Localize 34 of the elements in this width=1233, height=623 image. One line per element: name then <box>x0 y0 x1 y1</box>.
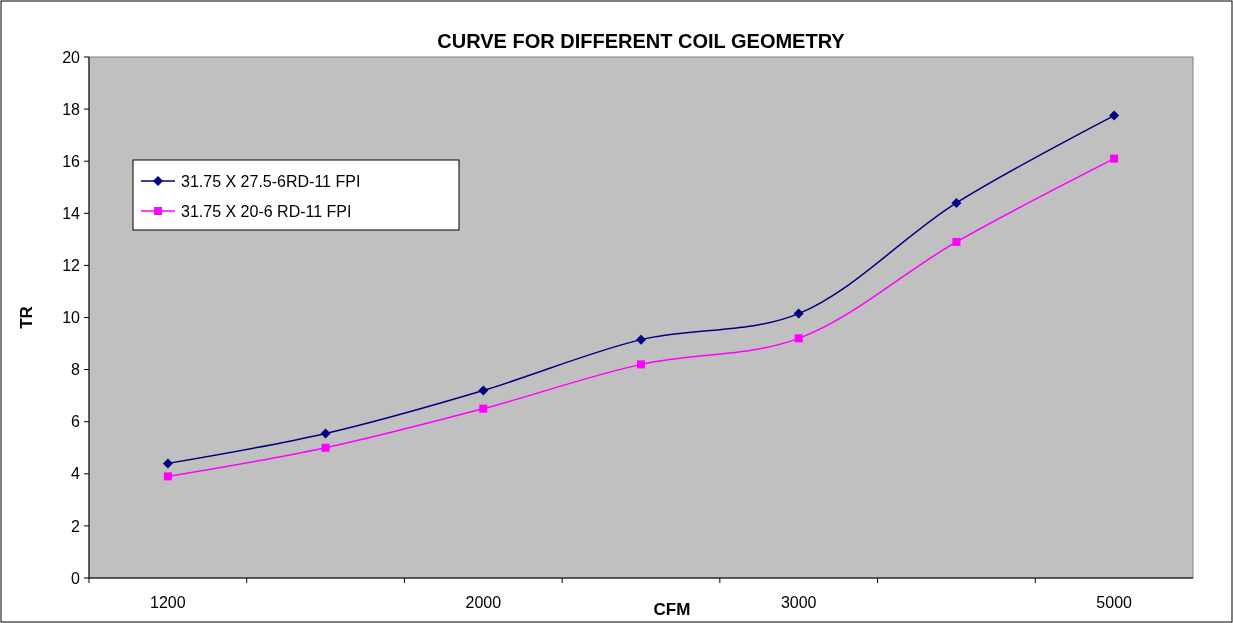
x-tick-label: 5000 <box>1096 594 1133 611</box>
point <box>1110 154 1119 163</box>
y-tick-label: 6 <box>71 413 81 431</box>
y-axis-title: TR <box>17 306 36 329</box>
y-tick-label: 16 <box>62 152 81 170</box>
point <box>794 334 803 343</box>
point <box>163 472 172 481</box>
point <box>951 197 962 208</box>
x-tick-label: 3000 <box>780 594 817 611</box>
point <box>793 308 804 319</box>
y-tick-label: 2 <box>71 517 81 535</box>
y-tick-label: 0 <box>71 569 81 587</box>
point <box>1109 110 1120 121</box>
y-tick-label: 4 <box>71 465 81 483</box>
y-tick-label: 8 <box>71 361 81 379</box>
point <box>320 428 331 439</box>
legend-label: 31.75 X 20-6 RD-11 FPI <box>181 202 352 220</box>
legend-label: 31.75 X 27.5-6RD-11 FPI <box>181 172 361 190</box>
x-tick-label: 2000 <box>465 594 502 611</box>
y-tick-label: 18 <box>62 100 81 118</box>
x-tick-label: 1200 <box>150 594 186 611</box>
point <box>637 360 645 369</box>
y-tick-label: 20 <box>62 48 81 66</box>
point <box>321 443 330 452</box>
y-tick-label: 14 <box>62 204 81 222</box>
point <box>478 385 489 396</box>
chart-title: CURVE FOR DIFFERENT COIL GEOMETRY <box>437 30 846 52</box>
x-axis-title: CFM <box>653 600 691 619</box>
y-tick-label: 10 <box>62 309 81 327</box>
point <box>952 237 961 246</box>
y-tick-label: 12 <box>62 257 81 274</box>
point <box>162 458 173 469</box>
point <box>636 334 646 345</box>
point <box>479 404 488 413</box>
